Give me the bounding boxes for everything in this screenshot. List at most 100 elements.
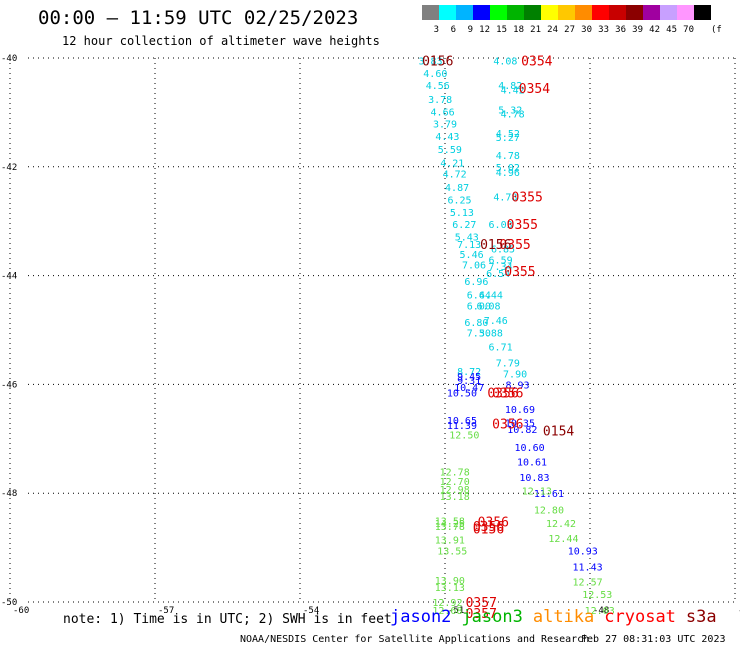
- wave-height-point: 6.08: [476, 302, 500, 313]
- pass-time-label: 0356: [492, 387, 523, 402]
- color-scale-label: 9: [468, 25, 473, 35]
- wave-height-point: 12.53: [582, 590, 612, 601]
- x-tick-label: -60: [13, 606, 29, 616]
- color-scale-label: 3: [434, 25, 439, 35]
- wave-height-point: 7.79: [496, 359, 520, 370]
- footer-timestamp: Feb 27 08:31:03 UTC 2023: [581, 634, 726, 645]
- color-swatch: [490, 5, 507, 20]
- wave-height-point: 7.30: [467, 329, 491, 340]
- color-swatch: [524, 5, 541, 20]
- wave-height-point: 6.03: [489, 220, 513, 231]
- x-tick-label: -54: [303, 606, 319, 616]
- wave-height-point: 10.65: [447, 416, 477, 427]
- wave-height-point: 5.43: [455, 232, 479, 243]
- pass-time-label: 0356: [492, 418, 523, 433]
- wave-height-point: 6.00: [467, 302, 491, 313]
- color-swatch: [541, 5, 558, 20]
- color-swatch: [507, 5, 524, 20]
- satellite-legend-item: s3a: [685, 607, 717, 627]
- y-tick-label: -48: [1, 489, 17, 499]
- wave-height-point: 9.45: [457, 372, 481, 383]
- wave-height-point: 12.70: [440, 477, 470, 488]
- wave-height-point: 12.50: [449, 430, 479, 441]
- wave-height-point: 4.96: [496, 168, 520, 179]
- y-tick-label: -40: [1, 54, 17, 64]
- satellite-legend-item: cryosat: [604, 607, 676, 627]
- chart-subtitle: 12 hour collection of altimeter wave hei…: [62, 34, 380, 48]
- wave-height-point: 4.52: [496, 129, 520, 140]
- wave-height-point: 5.02: [496, 163, 520, 174]
- color-swatch: [575, 5, 592, 20]
- wave-height-point: 12.42: [546, 519, 576, 530]
- wave-height-point: 5.88: [479, 329, 503, 340]
- wave-height-point: 11.39: [447, 421, 477, 432]
- footer-credit: NOAA/NESDIS Center for Satellite Applica…: [240, 634, 590, 645]
- wave-height-point: 10.35: [505, 418, 535, 429]
- y-tick-label: -46: [1, 380, 17, 390]
- wave-height-point: 5.27: [496, 133, 520, 144]
- wave-height-point: 7.06: [462, 261, 486, 272]
- wave-height-point: 10.61: [517, 458, 547, 469]
- wave-height-point: 7.90: [503, 370, 527, 381]
- y-tick-label: -42: [1, 163, 17, 173]
- pass-time-label: 0355: [499, 238, 530, 253]
- color-scale-label: 24: [547, 25, 558, 35]
- x-tick-label: -57: [158, 606, 174, 616]
- color-swatch: [558, 5, 575, 20]
- color-scale-label: 36: [615, 25, 626, 35]
- wave-height-point: 5.13: [450, 208, 474, 219]
- wave-height-point: 12.78: [440, 467, 470, 478]
- color-scale-label: (ft): [711, 25, 722, 35]
- wave-height-point: 6.85: [491, 244, 515, 255]
- wave-height-point: 8.93: [505, 380, 529, 391]
- color-swatch: [422, 5, 439, 20]
- wave-height-point: 7.46: [484, 316, 508, 327]
- wave-height-point: 3.79: [433, 119, 457, 130]
- wave-height-point: 10.82: [507, 425, 537, 436]
- pass-time-label: 0356: [473, 520, 504, 535]
- wave-height-point: 10.69: [505, 405, 535, 416]
- grid-lines: [9, 57, 736, 603]
- pass-time-label: 0355: [507, 218, 538, 233]
- wave-height-point: 12.44: [548, 534, 578, 545]
- x-tick-label: -45: [738, 606, 740, 616]
- x-tick-label: -48: [593, 606, 609, 616]
- wave-height-point: 13.90: [435, 576, 465, 587]
- pass-time-label: 0356: [478, 515, 509, 530]
- satellite-legend-item: altika: [532, 607, 595, 627]
- chart-title: 00:00 — 11:59 UTC 02/25/2023: [38, 7, 359, 29]
- color-swatch: [677, 5, 694, 20]
- wave-height-point: 6.54: [486, 269, 510, 280]
- wave-height-point: 4.87: [445, 183, 469, 194]
- wave-height-point: 13.13: [435, 583, 465, 594]
- wave-height-point: 13.55: [437, 546, 467, 557]
- color-scale-label: 70: [683, 25, 694, 35]
- pass-time-label: 0355: [512, 191, 543, 206]
- color-scale-label: 45: [666, 25, 677, 35]
- wave-height-point: 7.13: [457, 240, 481, 251]
- color-swatch: [694, 5, 711, 20]
- satellite-legend-item: jason2: [390, 607, 452, 627]
- wave-height-point: 4.60: [423, 69, 447, 80]
- wave-height-point: 4.72: [443, 169, 467, 180]
- pass-time-label: 0156: [422, 55, 453, 70]
- wave-height-point: 10.47: [454, 383, 484, 394]
- wave-height-point: 12.13: [522, 486, 552, 497]
- data-points: 3.834.604.56 3.784.663.79 4.43 5.59 4.214.72…: [418, 57, 614, 617]
- color-scale-label: 6: [451, 25, 456, 35]
- wave-height-point: 6.27: [452, 220, 476, 231]
- satellite-legend: jason2 jason3 altika cryosat s3a: [390, 607, 727, 627]
- wave-height-point: 4.78: [501, 109, 525, 120]
- pass-time-label: 0156: [473, 523, 504, 538]
- x-tick-label: -51: [448, 606, 464, 616]
- wave-height-point: 13.18: [440, 492, 470, 503]
- color-scale-label: 27: [564, 25, 575, 35]
- wave-height-point: 11.61: [534, 489, 564, 500]
- pass-time-label: 0354: [521, 55, 552, 70]
- color-scale-label: 12: [479, 25, 490, 35]
- wave-height-point: 10.83: [519, 473, 549, 484]
- wave-height-point: 3.83: [418, 57, 442, 68]
- satellite-legend-item: jason3: [461, 607, 523, 627]
